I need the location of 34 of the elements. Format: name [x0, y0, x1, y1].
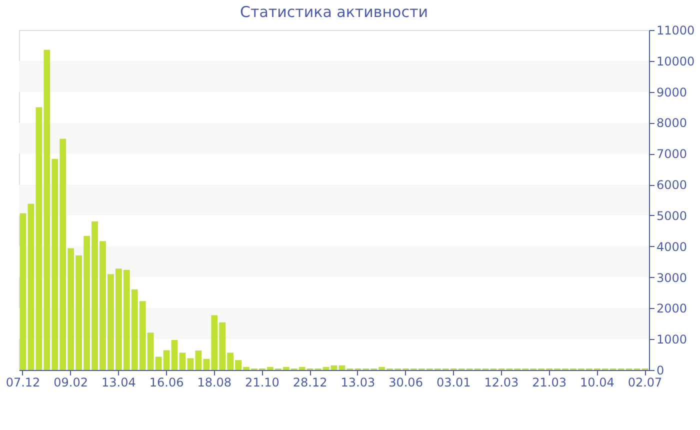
x-tick-label: 07.12: [6, 376, 40, 390]
bar: [338, 365, 346, 370]
x-tick-label: 28.12: [292, 376, 328, 390]
chart-title: Статистика активности: [240, 3, 428, 21]
y-tick-label: 10000: [656, 54, 695, 68]
y-tick-label: 2000: [656, 302, 688, 316]
y-tick-label: 4000: [656, 240, 688, 254]
bar: [179, 352, 186, 370]
bar: [20, 213, 26, 370]
y-tick-label: 5000: [656, 208, 688, 223]
y-tick-label: 8000: [656, 116, 688, 130]
bar: [163, 350, 170, 370]
bar: [330, 365, 338, 370]
y-tick-label: 3000: [656, 270, 688, 285]
x-tick-label: 16.06: [149, 376, 184, 390]
y-tick-label: 7000: [656, 147, 688, 162]
x-tick-label: 09.02: [54, 376, 88, 390]
bar: [171, 340, 178, 370]
x-tick-label: 21.03: [532, 376, 566, 390]
x-tick-label: 10.04: [580, 376, 614, 390]
x-tick-label: 12.03: [484, 376, 519, 390]
x-tick-label: 02.07: [628, 376, 662, 390]
bar: [322, 366, 330, 370]
x-tick-label: 03.01: [436, 376, 471, 390]
x-tick-label: 30.06: [388, 376, 423, 390]
y-tick-label: 6000: [656, 178, 688, 192]
y-tick-label: 9000: [656, 85, 688, 100]
x-tick-label: 13.03: [340, 376, 376, 390]
y-tick-label: 0: [656, 364, 664, 378]
y-tick-label: 11000: [656, 24, 695, 38]
x-tick-label: 21.10: [245, 376, 280, 390]
x-tick-label: 13.04: [102, 376, 136, 390]
y-tick-label: 1000: [656, 332, 688, 347]
x-tick-label: 18.08: [197, 376, 232, 390]
